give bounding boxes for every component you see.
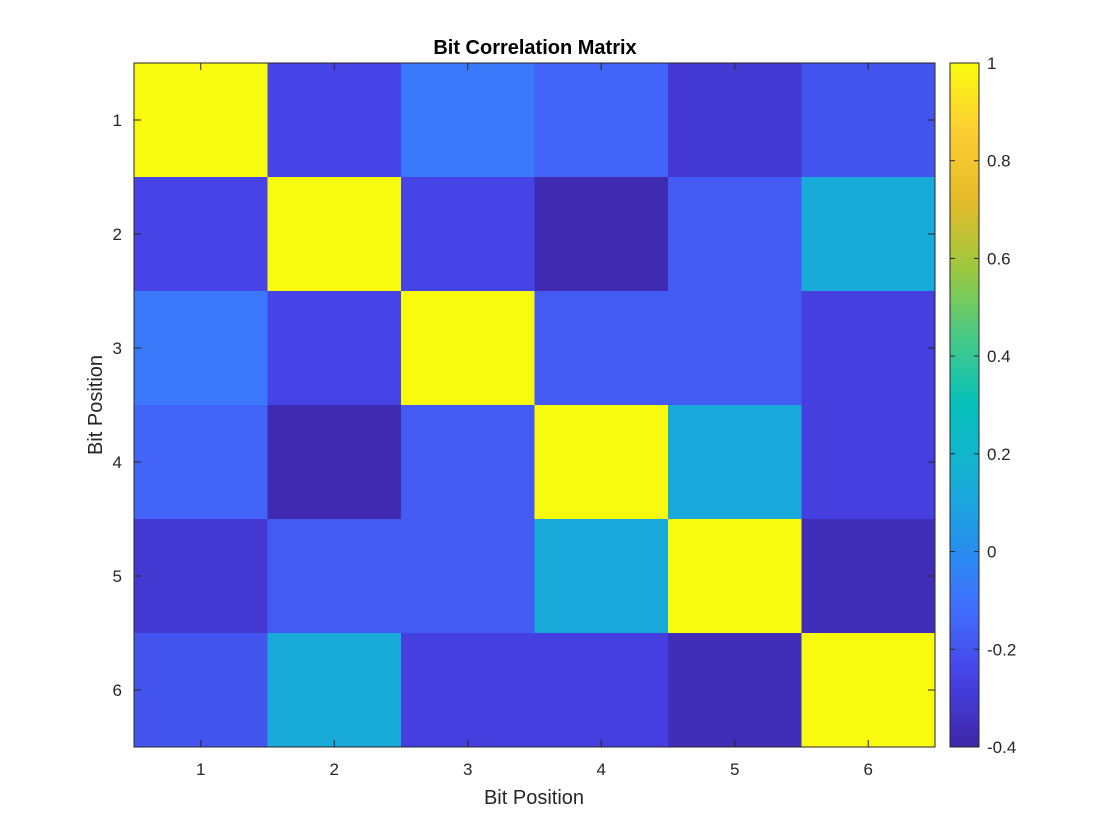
chart-title: Bit Correlation Matrix [433, 37, 636, 59]
plot-frame [133, 62, 936, 748]
heatmap-cell-r6-c1 [134, 633, 268, 748]
heatmap-cell-r2-c3 [401, 177, 535, 292]
colorbar: 1 0.8 0.6 0.4 0.2 0 -0.2 -0.4 [949, 54, 1016, 757]
heatmap-cell-r4-c2 [267, 405, 402, 520]
heatmap-cell-r3-c3 [401, 291, 535, 406]
y-tick-label: 1 [113, 111, 122, 130]
y-tick-label: 4 [113, 453, 122, 472]
heatmap-cell-r5-c2 [267, 519, 402, 634]
heatmap-cell-r2-c1 [134, 177, 268, 292]
heatmap-cell-r1-c6 [801, 63, 936, 178]
heatmap-cell-r2-c5 [668, 177, 802, 292]
y-axis-label: Bit Position [85, 355, 107, 455]
axis-ticks [134, 63, 935, 747]
colorbar-tick-label: 0.4 [987, 347, 1011, 366]
heatmap-cell-r4-c6 [801, 405, 936, 520]
colorbar-tick-label: 0.2 [987, 445, 1011, 464]
heatmap-cell-r1-c1 [134, 63, 268, 178]
x-tick-label: 4 [597, 760, 606, 779]
y-tick-label: 3 [113, 339, 122, 358]
colorbar-tick-label: -0.2 [987, 640, 1016, 659]
colorbar-tick-label: -0.4 [987, 738, 1016, 757]
heatmap-cell-r3-c4 [534, 291, 669, 406]
heatmap-cell-r5-c1 [134, 519, 268, 634]
heatmap-cells [134, 63, 936, 748]
heatmap-cell-r3-c1 [134, 291, 268, 406]
x-tick-label: 5 [730, 760, 739, 779]
heatmap-cell-r6-c2 [267, 633, 402, 748]
x-tick-label: 1 [196, 760, 205, 779]
heatmap-cell-r4-c1 [134, 405, 268, 520]
heatmap-cell-r5-c6 [801, 519, 936, 634]
heatmap-cell-r1-c3 [401, 63, 535, 178]
colorbar-tick-label: 1 [987, 54, 996, 73]
heatmap-cell-r4-c5 [668, 405, 802, 520]
heatmap-cell-r5-c3 [401, 519, 535, 634]
x-tick-label: 2 [330, 760, 339, 779]
heatmap-cell-r5-c4 [534, 519, 669, 634]
colorbar-tick-label: 0.6 [987, 249, 1011, 268]
colorbar-bar [949, 62, 980, 748]
heatmap-cell-r2-c6 [801, 177, 936, 292]
heatmap-cell-r3-c2 [267, 291, 402, 406]
y-tick-label: 6 [113, 681, 122, 700]
x-tick-label: 6 [864, 760, 873, 779]
heatmap-cell-r1-c2 [267, 63, 402, 178]
heatmap-cell-r2-c2 [267, 177, 402, 292]
heatmap-cell-r1-c5 [668, 63, 802, 178]
heatmap-cell-r6-c4 [534, 633, 669, 748]
heatmap-cell-r4-c4 [534, 405, 669, 520]
heatmap-cell-r2-c4 [534, 177, 669, 292]
heatmap-cell-r6-c3 [401, 633, 535, 748]
y-tick-label: 2 [113, 225, 122, 244]
x-tick-label: 3 [463, 760, 472, 779]
colorbar-ticks [950, 62, 979, 748]
colorbar-tick-label: 0 [987, 543, 996, 562]
colorbar-tick-label: 0.8 [987, 152, 1011, 171]
x-tick-labels: 1 2 3 4 5 6 [196, 760, 873, 779]
colorbar-tick-labels: 1 0.8 0.6 0.4 0.2 0 -0.2 -0.4 [987, 54, 1016, 757]
heatmap-cell-r6-c6 [801, 633, 936, 748]
y-tick-labels: 1 2 3 4 5 6 [113, 111, 122, 700]
heatmap-cell-r5-c5 [668, 519, 802, 634]
x-axis-label: Bit Position [484, 787, 584, 809]
heatmap-cell-r3-c5 [668, 291, 802, 406]
heatmap-cell-r6-c5 [668, 633, 802, 748]
heatmap-cell-r3-c6 [801, 291, 936, 406]
heatmap-cell-r4-c3 [401, 405, 535, 520]
heatmap-cell-r1-c4 [534, 63, 669, 178]
y-tick-label: 5 [113, 567, 122, 586]
